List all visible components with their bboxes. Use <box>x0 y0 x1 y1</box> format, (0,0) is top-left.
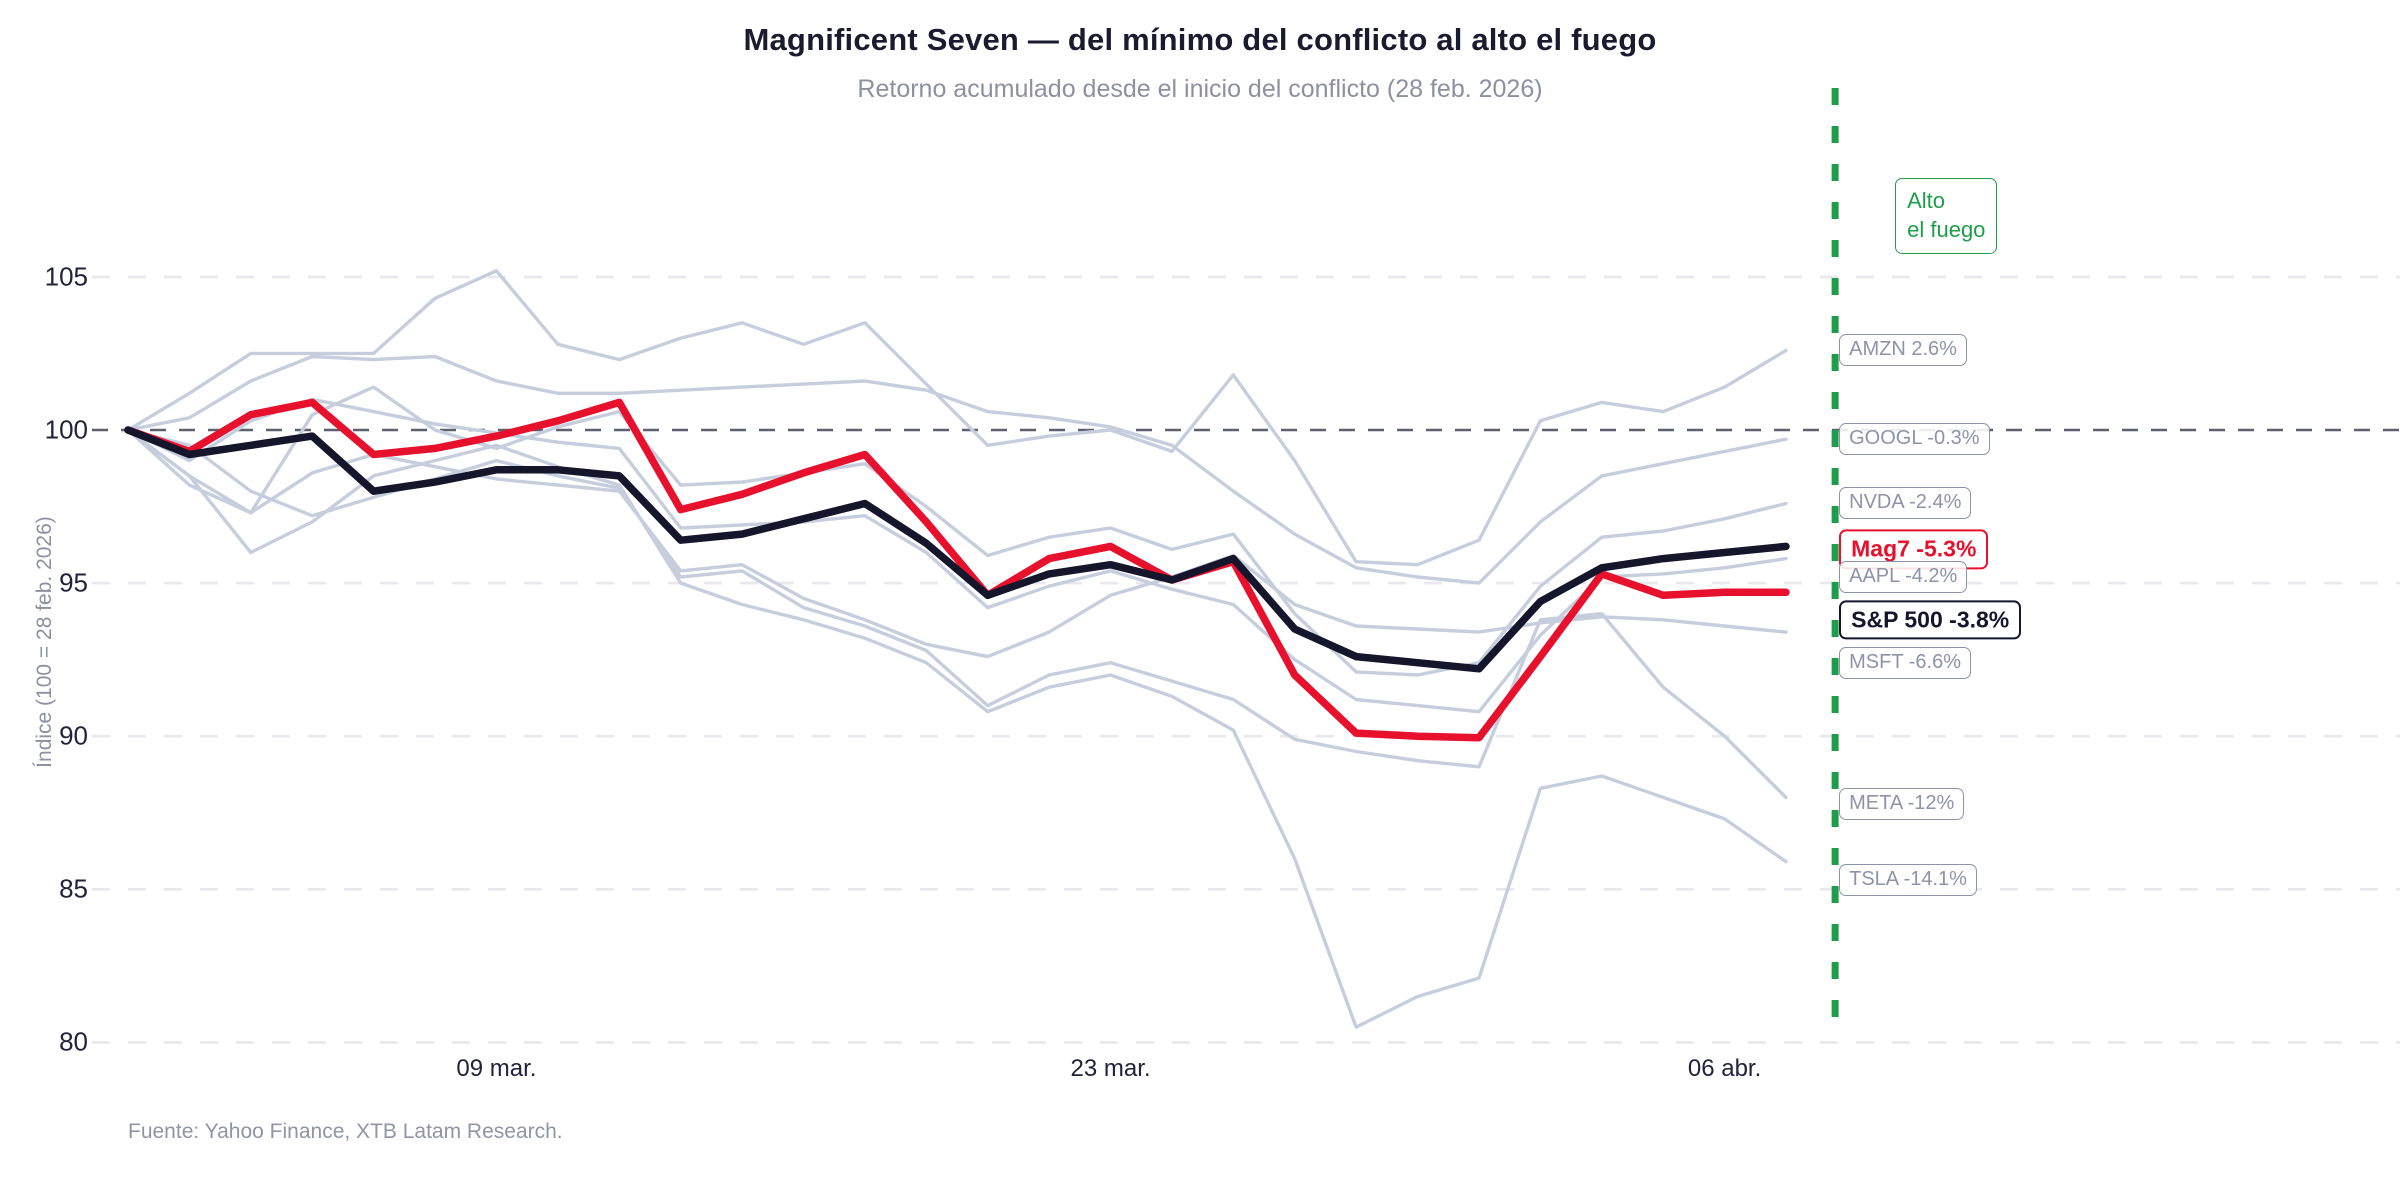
y-axis-tick-label: 100 <box>44 414 88 445</box>
series-end-label-tsla: TSLA -14.1% <box>1839 864 1977 897</box>
series-line-nvda <box>126 385 1788 677</box>
chart-subtitle: Retorno acumulado desde el inicio del co… <box>857 75 1543 103</box>
y-axis-tick-label: 90 <box>59 720 88 751</box>
y-axis-tick-label: 105 <box>44 261 88 292</box>
series-end-label-aapl: AAPL -4.2% <box>1839 560 1968 593</box>
series-line-aapl <box>126 397 1788 714</box>
series-line-msft <box>126 428 1788 659</box>
series-end-label-meta: META -12% <box>1839 787 1965 820</box>
ceasefire-annotation-line2: el fuego <box>1907 217 1986 242</box>
y-axis-tick-label: 85 <box>59 873 88 904</box>
series-line-mag7 <box>124 398 1790 742</box>
series-end-label-googl: GOOGL -0.3% <box>1839 423 1990 456</box>
series-end-label-amzn: AMZN 2.6% <box>1839 334 1967 367</box>
series-line-amzn <box>126 269 1788 567</box>
y-axis-tick-label: 95 <box>59 567 88 598</box>
x-axis-tick-label: 23 mar. <box>1070 1055 1151 1082</box>
series-end-label-msft: MSFT -6.6% <box>1839 646 1971 679</box>
x-axis-tick-label: 09 mar. <box>456 1055 537 1082</box>
source-note: Fuente: Yahoo Finance, XTB Latam Researc… <box>128 1120 563 1143</box>
ceasefire-annotation: Alto el fuego <box>1895 177 1998 255</box>
series-line-googl <box>126 354 1788 585</box>
y-axis-tick-label: 80 <box>59 1026 88 1057</box>
series-line-meta <box>126 428 1788 800</box>
x-axis-tick-label: 06 abr. <box>1687 1055 1762 1082</box>
series-end-label-spx: S&P 500 -3.8% <box>1839 600 2022 640</box>
series-line-tsla <box>126 428 1788 1029</box>
series-line-s-p-500 <box>124 426 1790 673</box>
chart-title: Magnificent Seven — del mínimo del confl… <box>743 22 1657 57</box>
ceasefire-annotation-line1: Alto <box>1907 187 1946 213</box>
series-end-label-nvda: NVDA -2.4% <box>1839 487 1972 520</box>
